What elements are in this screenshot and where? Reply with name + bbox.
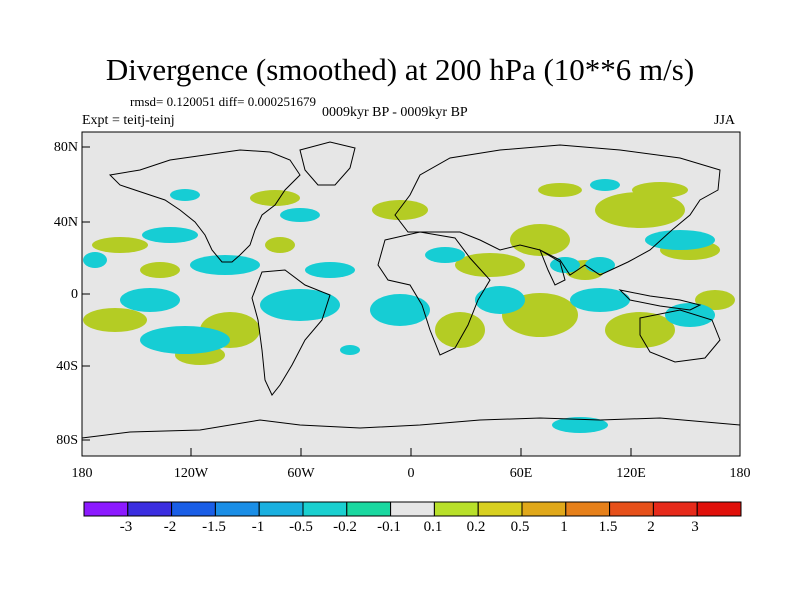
colorbar-label: -0.2	[333, 519, 357, 535]
x-tick-label: 60E	[509, 466, 533, 481]
y-tick-label: 80N	[53, 140, 78, 155]
positive-blob	[372, 200, 428, 220]
colorbar-label: 1.5	[598, 519, 618, 535]
coastline-south-america	[251, 269, 331, 396]
positive-blob	[92, 237, 148, 253]
negative-blob	[170, 189, 200, 201]
plot-title: Divergence (smoothed) at 200 hPa (10**6 …	[105, 52, 695, 87]
positive-blob	[695, 290, 735, 310]
colorbar-swatch	[83, 501, 129, 517]
colorbar-swatch	[696, 501, 742, 517]
colorbar-label: 0.1	[423, 519, 443, 535]
coastline-north-america	[108, 149, 301, 263]
colorbar-label: -1.5	[202, 519, 226, 535]
x-tick-label: 0	[407, 466, 415, 481]
colorbar	[83, 501, 742, 517]
negative-blob	[83, 252, 107, 268]
x-tick-label: 180	[71, 466, 93, 481]
divergence-field	[83, 179, 735, 433]
negative-divergence	[83, 179, 715, 433]
negative-blob	[550, 257, 580, 273]
colorbar-swatch	[609, 501, 654, 517]
negative-blob	[370, 294, 430, 326]
colorbar-swatch	[390, 501, 435, 517]
experiment-text: Expt = teitj-teinj	[82, 113, 175, 128]
y-tick-label: 40S	[56, 359, 78, 374]
colorbar-swatch	[258, 501, 304, 517]
x-tick-label: 120W	[173, 466, 209, 481]
negative-blob	[570, 288, 630, 312]
coastline-antarctica	[81, 417, 741, 439]
negative-blob	[260, 289, 340, 321]
tick-marks	[82, 146, 632, 456]
positive-blob	[510, 224, 570, 256]
colorbar-label: 1	[560, 519, 568, 535]
colorbar-swatch	[433, 501, 479, 517]
colorbar-swatch	[565, 501, 611, 517]
coastline-africa	[377, 231, 491, 356]
colorbar-label: 3	[691, 519, 699, 535]
negative-blob	[665, 303, 715, 327]
colorbar-label: 0.5	[510, 519, 530, 535]
colorbar-label: -0.5	[289, 519, 313, 535]
negative-blob	[590, 179, 620, 191]
season-text: JJA	[714, 113, 736, 128]
positive-blob	[265, 237, 295, 253]
negative-blob	[552, 417, 608, 433]
positive-blob	[632, 182, 688, 198]
coastline-australia	[639, 309, 721, 363]
positive-blob	[250, 190, 300, 206]
negative-blob	[280, 208, 320, 222]
y-tick-label: 0	[71, 287, 78, 302]
colorbar-label: -0.1	[377, 519, 401, 535]
coastline-indonesia	[618, 289, 702, 311]
negative-blob	[645, 230, 715, 250]
coastlines	[81, 141, 741, 439]
colorbar-label: 2	[647, 519, 655, 535]
colorbar-swatch	[214, 501, 260, 517]
negative-blob	[120, 288, 180, 312]
colorbar-label: -2	[163, 519, 177, 535]
coastline-india	[538, 248, 566, 286]
colorbar-swatch	[302, 501, 348, 517]
negative-blob	[305, 262, 355, 278]
colorbar-swatch	[521, 501, 567, 517]
y-tick-label: 80S	[56, 433, 78, 448]
colorbar-label: -1	[251, 519, 265, 535]
x-tick-label: 120E	[616, 466, 646, 481]
colorbar-label: 0.2	[466, 519, 486, 535]
positive-blob	[595, 192, 685, 228]
positive-blob	[455, 253, 525, 277]
coastline-eurasia	[394, 144, 721, 276]
positive-blob	[83, 308, 147, 332]
negative-blob	[475, 286, 525, 314]
negative-blob	[190, 255, 260, 275]
negative-blob	[340, 345, 360, 355]
positive-blob	[538, 183, 582, 197]
negative-blob	[140, 326, 230, 354]
x-tick-label: 180	[729, 466, 751, 481]
negative-blob	[142, 227, 198, 243]
positive-blob	[435, 312, 485, 348]
coastline-greenland	[299, 141, 356, 186]
map-background	[82, 132, 740, 456]
positive-blob	[140, 262, 180, 278]
colorbar-swatch	[477, 501, 523, 517]
rmsd-diff-text: rmsd= 0.120051 diff= 0.000251679	[130, 94, 316, 109]
colorbar-swatch	[127, 501, 173, 517]
period-text: 0009kyr BP - 0009kyr BP	[322, 105, 468, 120]
negative-blob	[585, 257, 615, 273]
colorbar-swatch	[346, 501, 392, 517]
colorbar-swatch	[652, 501, 698, 517]
negative-blob	[425, 247, 465, 263]
x-tick-label: 60W	[287, 466, 315, 481]
y-tick-label: 40N	[53, 215, 78, 230]
colorbar-swatch	[171, 501, 216, 517]
colorbar-label: -3	[119, 519, 133, 535]
